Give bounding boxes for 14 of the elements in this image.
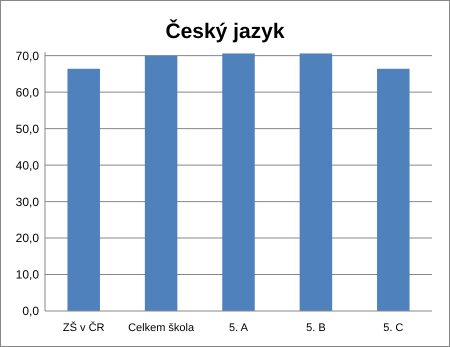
x-tick-label: 5. B	[306, 322, 326, 334]
y-tick-label: 30,0	[16, 194, 40, 209]
y-tick-label: 70,0	[16, 48, 40, 63]
x-tick-label: 5. A	[229, 322, 249, 334]
x-tick-label: Celkem škola	[128, 322, 195, 334]
y-tick-label: 20,0	[16, 231, 40, 246]
x-tick-label: ZŠ v ČR	[62, 321, 105, 334]
y-tick-label: 60,0	[16, 85, 40, 100]
y-tick-label: 40,0	[16, 158, 40, 172]
y-tick-label: 50,0	[16, 122, 40, 136]
y-tick-label: 0,0	[22, 304, 40, 318]
x-tick-label: 5. C	[383, 322, 404, 334]
y-tick-label: 10,0	[16, 268, 40, 282]
chart-title: Český jazyk	[165, 19, 285, 43]
